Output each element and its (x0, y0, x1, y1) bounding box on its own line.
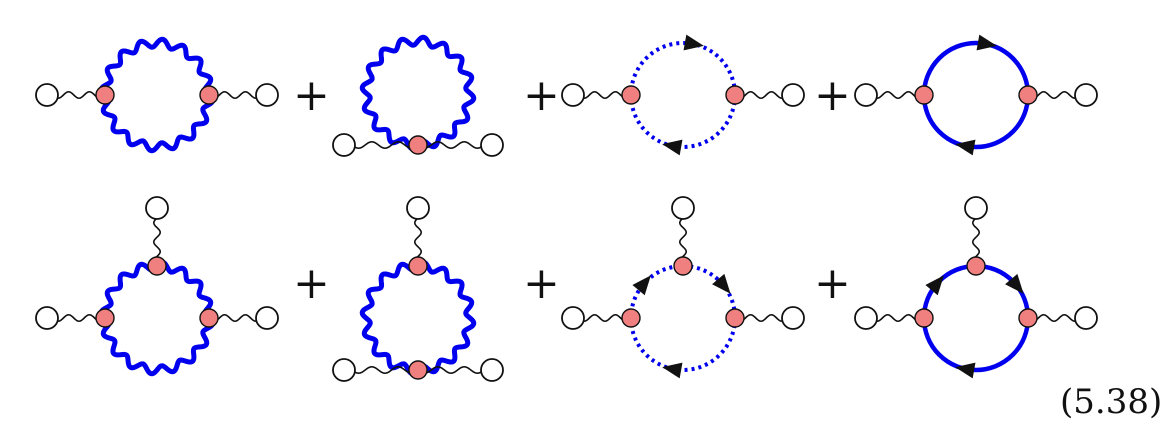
external-wavy-line (417, 365, 485, 375)
arrowhead-icon (632, 275, 651, 296)
arrowhead-icon (955, 362, 976, 379)
external-source-circle (480, 133, 504, 157)
external-source-circle (332, 133, 356, 157)
plus-sign: + (523, 258, 560, 309)
arrowhead-icon (662, 362, 683, 379)
vertex-dot (95, 85, 115, 105)
wavy-loop (359, 34, 477, 152)
diagram-solid-loop-three-vertices (854, 196, 1098, 379)
vertex-dot (621, 85, 641, 105)
external-source-circle (964, 196, 988, 220)
external-wavy-line (351, 140, 419, 150)
wavy-loop (98, 259, 216, 377)
plus-sign: + (523, 70, 560, 121)
external-source-circle (35, 306, 59, 330)
external-source-circle (561, 306, 585, 330)
external-source-circle (406, 196, 430, 220)
row-2: + + + (35, 196, 1098, 382)
arrowhead-icon (976, 34, 997, 51)
vertex-dot (147, 256, 167, 276)
solid-loop (921, 40, 1031, 150)
equation-number: (5.38) (1060, 382, 1163, 422)
arrowhead-icon (1005, 273, 1024, 294)
arrowhead-icon (925, 275, 944, 296)
external-source-circle (854, 306, 878, 330)
vertex-dot (725, 308, 745, 328)
arrowhead-icon (683, 34, 704, 51)
plus-sign: + (293, 70, 330, 121)
plus-sign: + (814, 70, 851, 121)
diagram-wavy-loop-tadpole (332, 34, 504, 157)
wavy-loop (359, 259, 477, 377)
vertex-dot (408, 135, 428, 155)
external-source-circle (35, 83, 59, 107)
vertex-dot (914, 85, 934, 105)
vertex-dot (673, 256, 693, 276)
arrowhead-icon (662, 139, 683, 156)
diagram-wavy-loop-three-vertices (35, 196, 279, 377)
external-source-circle (781, 83, 805, 107)
arrowhead-icon (955, 139, 976, 156)
external-source-circle (854, 83, 878, 107)
external-source-circle (561, 83, 585, 107)
external-wavy-line (351, 365, 419, 375)
diagram-dotted-loop-two-vertices (561, 34, 805, 156)
wavy-loop (98, 36, 216, 154)
external-source-circle (671, 196, 695, 220)
plus-sign: + (293, 258, 330, 309)
external-source-circle (781, 306, 805, 330)
plus-sign: + (814, 258, 851, 309)
external-source-circle (1074, 83, 1098, 107)
external-wavy-line (417, 140, 485, 150)
diagram-dotted-loop-three-vertices (561, 196, 805, 379)
vertex-dot (621, 308, 641, 328)
vertex-dot (408, 360, 428, 380)
external-source-circle (145, 196, 169, 220)
row-1: + + + (35, 34, 1098, 157)
diagram-solid-loop-two-vertices (854, 34, 1098, 156)
diagram-wavy-loop-two-vertices (35, 36, 279, 154)
vertex-dot (95, 308, 115, 328)
vertex-dot (914, 308, 934, 328)
vertex-dot (199, 85, 219, 105)
diagram-wavy-loop-top-bottom (332, 196, 504, 382)
vertex-dot (1018, 85, 1038, 105)
vertex-dot (408, 256, 428, 276)
vertex-dot (1018, 308, 1038, 328)
external-source-circle (255, 83, 279, 107)
external-source-circle (1074, 306, 1098, 330)
vertex-dot (966, 256, 986, 276)
arrowhead-icon (712, 273, 731, 294)
external-source-circle (480, 358, 504, 382)
external-source-circle (332, 358, 356, 382)
vertex-dot (725, 85, 745, 105)
external-source-circle (255, 306, 279, 330)
vertex-dot (199, 308, 219, 328)
dotted-loop (629, 41, 737, 149)
